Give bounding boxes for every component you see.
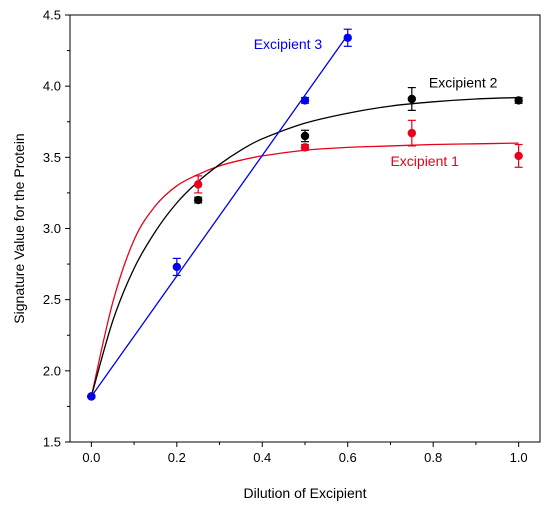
x-tick-label: 1.0 xyxy=(510,450,528,465)
x-tick-label: 0.8 xyxy=(424,450,442,465)
fit-curves xyxy=(90,34,519,397)
excipient-3-point xyxy=(172,262,182,272)
excipient-2-point xyxy=(514,96,523,105)
y-tick-label: 3.0 xyxy=(43,221,61,236)
y-tick-label: 3.5 xyxy=(43,150,61,165)
y-tick-label: 2.5 xyxy=(43,292,61,307)
y-tick-label: 4.5 xyxy=(43,8,61,23)
excipient-2-label: Excipient 2 xyxy=(429,75,498,91)
excipient-3-point xyxy=(87,392,96,401)
x-axis: 0.0 0.2 0.4 0.6 0.8 1.0 xyxy=(82,442,528,465)
x-tick-label: 0.0 xyxy=(82,450,100,465)
excipient-1-point xyxy=(407,128,417,138)
excipient-3-point xyxy=(343,33,352,42)
y-axis: 1.5 2.0 2.5 3.0 3.5 4.0 4.5 xyxy=(43,8,70,450)
x-tick-label: 0.4 xyxy=(253,450,271,465)
excipient-2-point xyxy=(407,94,417,104)
excipient-2-point xyxy=(300,131,310,141)
excipient-2-point xyxy=(193,195,203,205)
excipient-1-point xyxy=(300,143,310,152)
data-points xyxy=(87,33,523,401)
error-bars xyxy=(172,28,523,277)
excipient-3-point xyxy=(300,96,310,105)
excipient-3-label: Excipient 3 xyxy=(254,36,323,52)
y-tick-label: 2.0 xyxy=(43,363,61,378)
excipient-1-fit-line xyxy=(90,142,519,397)
excipient-1-label: Excipient 1 xyxy=(390,153,459,169)
x-tick-label: 0.2 xyxy=(168,450,186,465)
excipient-1-point xyxy=(514,151,523,161)
x-tick-label: 0.6 xyxy=(339,450,357,465)
series-labels: Excipient 1 Excipient 2 Excipient 3 xyxy=(254,36,498,169)
excipient-2-fit-line xyxy=(90,96,519,397)
excipient-1-point xyxy=(193,180,203,189)
y-axis-label: Signature Value for the Protein xyxy=(11,133,27,323)
y-tick-label: 1.5 xyxy=(43,435,61,450)
y-tick-label: 4.0 xyxy=(43,79,61,94)
excipient-3-fit-line xyxy=(90,34,349,397)
x-axis-label: Dilution of Excipient xyxy=(244,485,367,501)
